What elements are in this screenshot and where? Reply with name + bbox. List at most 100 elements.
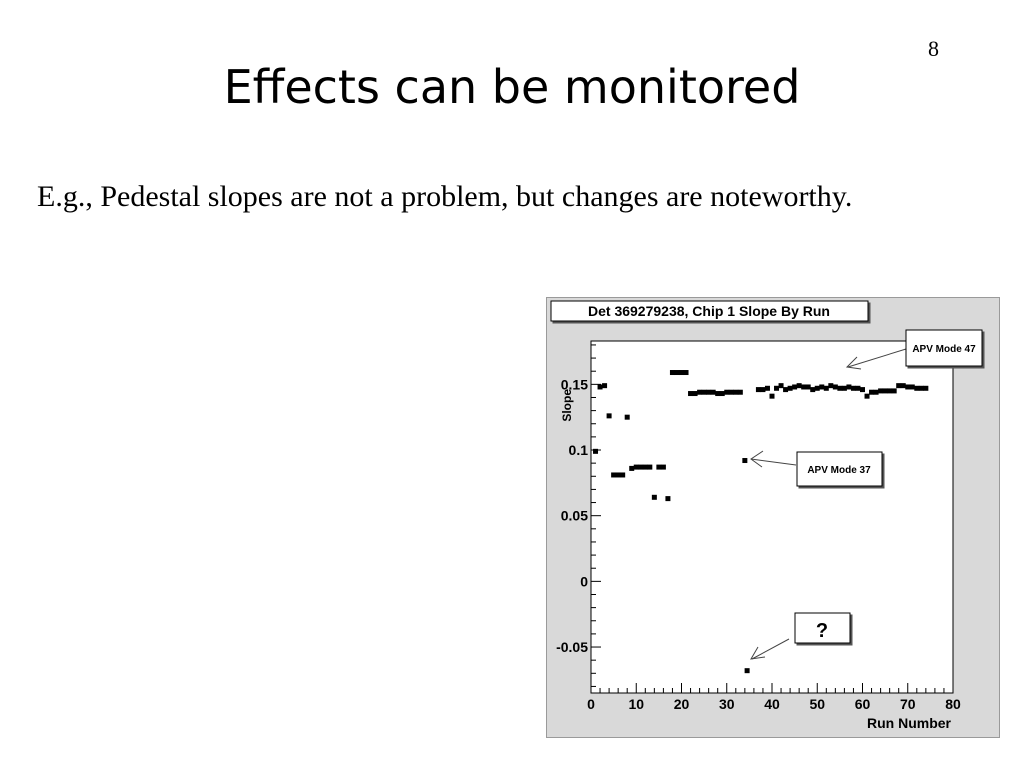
data-point — [832, 384, 838, 390]
data-point — [828, 383, 834, 389]
data-point — [864, 393, 870, 399]
data-point — [774, 385, 780, 391]
chart-title: Det 369279238, Chip 1 Slope By Run — [588, 303, 830, 319]
data-point — [769, 393, 775, 399]
data-point — [850, 385, 856, 391]
data-point — [855, 385, 861, 391]
data-point — [923, 385, 929, 391]
data-point — [651, 494, 657, 500]
data-point — [819, 384, 825, 390]
data-point — [909, 384, 915, 390]
x-tick-label: 10 — [628, 696, 644, 712]
x-axis-label: Run Number — [867, 715, 952, 731]
data-point — [805, 384, 811, 390]
data-point — [869, 389, 875, 395]
data-point — [624, 414, 630, 420]
annotation-apv-mode-37: APV Mode 37 — [750, 450, 883, 487]
data-point — [719, 391, 725, 397]
data-point — [620, 472, 626, 478]
data-point — [905, 384, 911, 390]
data-point — [918, 385, 924, 391]
data-point — [764, 385, 770, 391]
x-tick-label: 30 — [719, 696, 735, 712]
data-point — [814, 385, 820, 391]
data-point — [669, 370, 675, 376]
data-point — [891, 388, 897, 394]
chart-title-box — [550, 300, 869, 322]
x-tick-label: 80 — [945, 696, 961, 712]
data-point — [611, 472, 617, 478]
data-point — [873, 389, 879, 395]
y-tick-label: 0 — [580, 573, 588, 589]
annotation-question: ? — [750, 612, 851, 660]
annotation-apv-mode-47: APV Mode 47 — [845, 329, 983, 370]
data-point — [642, 464, 648, 470]
plot-frame — [590, 340, 954, 694]
data-point — [837, 385, 843, 391]
chart-canvas: Det 369279238, Chip 1 Slope By Run Slope… — [546, 297, 1000, 738]
y-tick-label: 0.1 — [569, 442, 589, 458]
data-point — [742, 458, 748, 464]
data-point — [914, 385, 920, 391]
data-point — [783, 387, 789, 393]
x-tick-label: 70 — [900, 696, 916, 712]
data-point — [724, 389, 730, 395]
data-point — [679, 370, 684, 376]
data-point — [615, 472, 621, 478]
annotation-label: APV Mode 37 — [807, 465, 871, 476]
data-point — [647, 464, 653, 470]
data-point — [755, 387, 761, 393]
data-point — [602, 383, 608, 389]
annotation-label: ? — [816, 620, 828, 642]
data-point — [733, 389, 739, 395]
data-point — [841, 385, 847, 391]
data-point — [728, 389, 734, 395]
data-point — [606, 413, 612, 419]
data-point — [683, 370, 689, 376]
data-point — [823, 385, 829, 391]
data-point — [796, 383, 802, 389]
data-point — [810, 387, 816, 393]
x-tick-label: 20 — [674, 696, 690, 712]
data-point — [760, 387, 766, 393]
data-point — [629, 465, 635, 471]
data-point — [701, 389, 707, 395]
y-tick-label: 0.05 — [561, 508, 588, 524]
data-points — [593, 370, 929, 674]
data-point — [674, 370, 680, 376]
x-tick-label: 60 — [855, 696, 871, 712]
data-point — [801, 384, 807, 390]
data-point — [792, 384, 798, 390]
data-point — [715, 391, 721, 397]
data-point — [706, 389, 712, 395]
data-point — [896, 383, 902, 389]
x-tick-label: 40 — [764, 696, 780, 712]
y-tick-label: -0.05 — [556, 639, 588, 655]
data-point — [882, 388, 888, 394]
data-point — [878, 388, 884, 394]
data-point — [778, 383, 784, 389]
data-point — [737, 389, 743, 395]
data-point — [887, 388, 893, 394]
slope-by-run-chart: Det 369279238, Chip 1 Slope By Run Slope… — [546, 297, 1000, 738]
data-point — [846, 384, 852, 390]
data-point — [633, 464, 639, 470]
y-tick-label: 0.15 — [561, 376, 588, 392]
data-point — [688, 391, 694, 397]
annotation-label: APV Mode 47 — [912, 344, 976, 355]
data-point — [597, 384, 603, 390]
data-point — [787, 385, 793, 391]
slide-title: Effects can be monitored — [223, 60, 801, 114]
data-point — [860, 387, 865, 393]
chart-axes: 0 10 20 30 40 50 60 70 80 -0.05 0 0.05 0.1 0.15 — [556, 344, 961, 712]
data-point — [697, 389, 703, 395]
data-point — [710, 389, 716, 395]
data-point — [638, 464, 644, 470]
x-tick-label: 0 — [587, 696, 595, 712]
data-point — [744, 668, 750, 674]
data-point — [665, 496, 671, 502]
data-point — [593, 448, 599, 454]
x-tick-label: 50 — [809, 696, 825, 712]
data-point — [660, 464, 666, 470]
slide-number: 8 — [928, 36, 939, 61]
